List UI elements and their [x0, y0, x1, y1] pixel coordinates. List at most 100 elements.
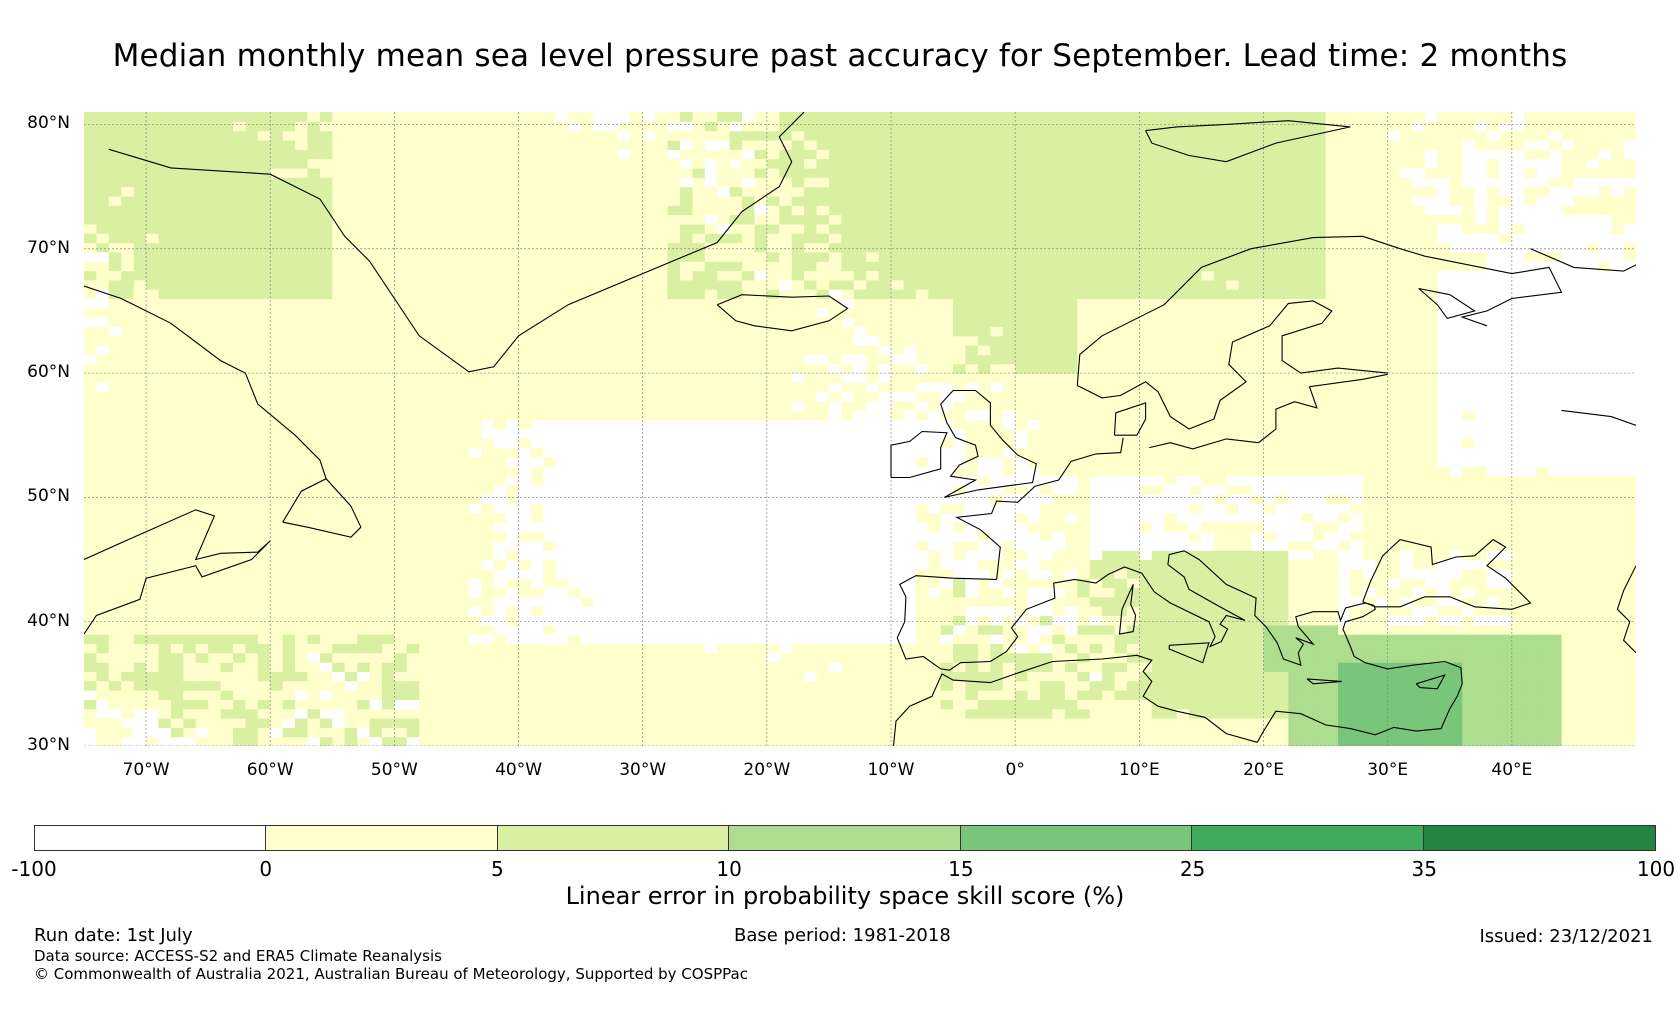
skill-cell: [704, 475, 718, 486]
skill-cell: [344, 429, 358, 439]
skill-cell: [419, 578, 433, 589]
skill-cell: [617, 298, 631, 309]
skill-cell: [369, 531, 383, 542]
skill-cell: [704, 345, 718, 355]
skill-cell: [431, 223, 445, 234]
skill-cell: [121, 438, 135, 449]
skill-cell: [344, 363, 358, 374]
skill-cell: [580, 130, 594, 141]
skill-cell: [108, 121, 122, 132]
skill-cell: [580, 214, 594, 225]
skill-cell: [953, 596, 967, 607]
skill-cell: [742, 214, 755, 225]
skill-cell: [928, 568, 942, 579]
skill-cell: [940, 242, 954, 253]
skill-cell: [580, 140, 594, 150]
skill-cell: [642, 596, 656, 607]
skill-cell: [282, 540, 296, 551]
skill-cell: [940, 503, 954, 514]
skill-cell: [990, 690, 1004, 700]
skill-cell: [978, 298, 991, 309]
skill-cell: [233, 233, 246, 244]
skill-cell: [233, 419, 246, 430]
skill-cell: [617, 186, 631, 197]
skill-cell: [593, 662, 607, 672]
skill-cell: [704, 130, 718, 141]
skill-cell: [468, 158, 482, 169]
skill-cell: [369, 382, 383, 393]
skill-cell: [220, 503, 234, 514]
skill-cell: [121, 690, 135, 700]
skill-cell: [208, 680, 222, 691]
skill-cell: [369, 373, 383, 383]
skill-cell: [779, 149, 793, 160]
skill-cell: [518, 410, 532, 421]
skill-cell: [791, 233, 805, 244]
skill-cell: [630, 242, 644, 253]
skill-cell: [791, 298, 805, 309]
skill-cell: [183, 690, 197, 700]
skill-cell: [233, 606, 246, 616]
skill-cell: [456, 121, 470, 132]
skill-cell: [183, 447, 197, 458]
skill-cell: [369, 289, 383, 299]
skill-cell: [543, 354, 557, 365]
skill-cell: [667, 289, 681, 299]
skill-cell: [717, 317, 731, 327]
skill-cell: [953, 624, 967, 635]
skill-cell: [406, 643, 420, 654]
skill-cell: [468, 596, 482, 607]
skill-cell: [593, 419, 607, 430]
skill-cell: [680, 289, 693, 299]
skill-cell: [468, 354, 482, 365]
skill-cell: [344, 130, 358, 141]
skill-cell: [295, 298, 309, 309]
skill-cell: [841, 606, 855, 616]
skill-cell: [481, 699, 495, 710]
skill-cell: [121, 307, 135, 318]
skill-cell: [506, 578, 520, 589]
skill-cell: [804, 503, 818, 514]
skill-cell: [468, 373, 482, 383]
skill-cell: [208, 475, 222, 486]
skill-cell: [531, 512, 544, 523]
skill-cell: [829, 158, 842, 169]
skill-cell: [642, 531, 656, 542]
skill-cell: [133, 158, 147, 169]
skill-cell: [332, 112, 346, 122]
skill-cell: [729, 242, 743, 253]
skill-cell: [195, 298, 209, 309]
skill-cell: [158, 373, 172, 383]
skill-cell: [742, 512, 755, 523]
skill-cell: [220, 410, 234, 421]
skill-cell: [394, 279, 408, 290]
skill-cell: [493, 251, 507, 262]
skill-cell: [953, 512, 967, 523]
skill-cell: [319, 736, 333, 746]
skill-cell: [791, 279, 805, 290]
skill-cell: [667, 112, 681, 122]
skill-cell: [617, 335, 631, 346]
skill-cell: [754, 466, 768, 477]
skill-cell: [233, 512, 246, 523]
skill-cell: [915, 186, 929, 197]
skill-cell: [220, 158, 234, 169]
skill-cell: [779, 680, 793, 691]
skill-cell: [729, 662, 743, 672]
skill-cell: [468, 727, 482, 738]
skill-cell: [990, 736, 1004, 746]
skill-cell: [158, 419, 172, 430]
skill-cell: [866, 307, 880, 318]
skill-cell: [928, 419, 942, 430]
skill-cell: [754, 270, 768, 281]
skill-cell: [704, 578, 718, 589]
skill-cell: [953, 531, 967, 542]
skill-cell: [357, 270, 371, 281]
skill-cell: [344, 158, 358, 169]
skill-cell: [481, 167, 495, 178]
skill-cell: [96, 401, 110, 411]
skill-cell: [965, 662, 979, 672]
skill-cell: [506, 326, 520, 337]
skill-cell: [680, 158, 693, 169]
skill-cell: [257, 690, 271, 700]
